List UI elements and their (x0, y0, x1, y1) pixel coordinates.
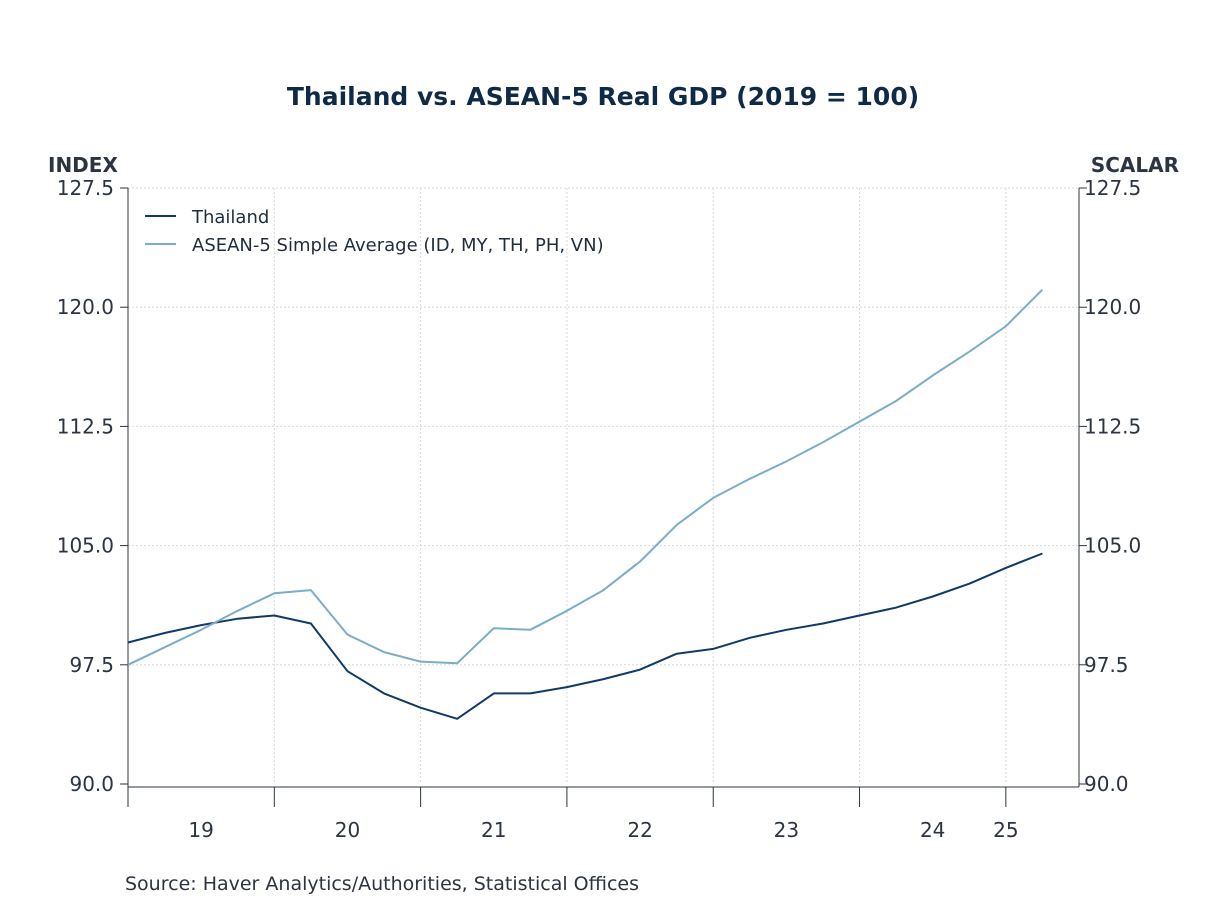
x-tick-label: 23 (774, 818, 799, 842)
chart-title: Thailand vs. ASEAN-5 Real GDP (2019 = 10… (287, 82, 919, 111)
source-note: Source: Haver Analytics/Authorities, Sta… (125, 873, 639, 895)
left-y-tick-label: 90.0 (69, 772, 114, 796)
x-tick-label: 24 (920, 818, 945, 842)
legend-label-asean5: ASEAN-5 Simple Average (ID, MY, TH, PH, … (192, 235, 604, 256)
right-y-tick-label: 97.5 (1084, 653, 1129, 677)
legend: Thailand ASEAN-5 Simple Average (ID, MY,… (145, 207, 604, 256)
left-y-tick-label: 105.0 (57, 534, 114, 558)
x-tick-label: 22 (627, 818, 652, 842)
x-tick-label: 25 (993, 818, 1018, 842)
axes: 90.0 90.0 97.5 97.5 105.0 105.0 112.5 112.5 120.… (57, 176, 1142, 842)
series-line-asean5 (127, 288, 1044, 666)
right-y-tick-label: 120.0 (1084, 295, 1141, 319)
x-tick-label: 20 (335, 818, 360, 842)
gridlines (128, 187, 1079, 784)
right-y-tick-label: 105.0 (1084, 534, 1141, 558)
series-line-thailand (127, 552, 1043, 720)
right-y-tick-label: 112.5 (1084, 414, 1141, 438)
legend-label-thailand: Thailand (191, 207, 269, 228)
right-y-tick-label: 127.5 (1084, 176, 1141, 200)
x-tick-label: 21 (481, 818, 506, 842)
right-axis-unit-label: SCALAR (1091, 153, 1179, 177)
series-lines (127, 288, 1044, 720)
right-y-tick-label: 90.0 (1084, 772, 1129, 796)
left-y-tick-label: 112.5 (57, 414, 114, 438)
left-axis-unit-label: INDEX (48, 153, 118, 177)
x-tick-label: 19 (188, 818, 213, 842)
left-y-tick-label: 120.0 (57, 295, 114, 319)
left-y-tick-label: 127.5 (57, 176, 114, 200)
left-y-tick-label: 97.5 (69, 653, 114, 677)
